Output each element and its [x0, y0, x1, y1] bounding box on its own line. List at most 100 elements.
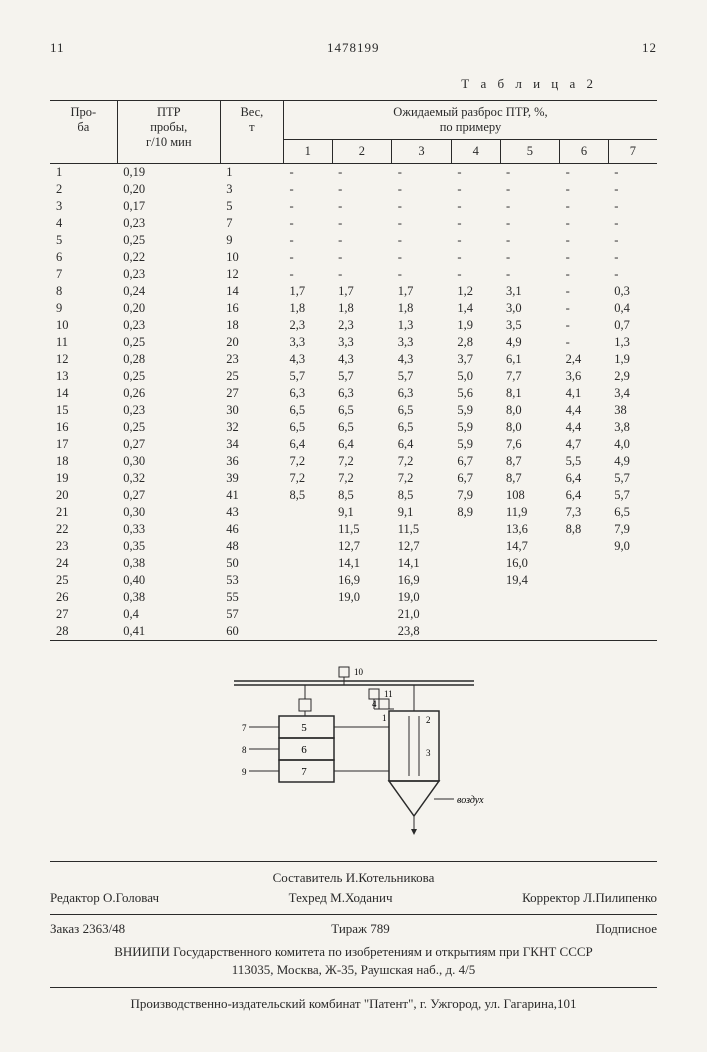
table-cell: -: [500, 215, 560, 232]
table-cell: [451, 623, 500, 641]
subcol-5: 5: [500, 140, 560, 164]
table-cell: -: [451, 232, 500, 249]
table-cell: [451, 572, 500, 589]
table-cell: -: [392, 198, 452, 215]
table-row: 30,175-------: [50, 198, 657, 215]
table-cell: 0,22: [117, 249, 220, 266]
table-cell: 8,0: [500, 402, 560, 419]
table-cell: 11,5: [392, 521, 452, 538]
table-cell: 0,25: [117, 419, 220, 436]
subcol-7: 7: [608, 140, 657, 164]
table-cell: 1,9: [608, 351, 657, 368]
table-cell: -: [608, 266, 657, 283]
table-cell: [451, 521, 500, 538]
table-cell: 4,3: [392, 351, 452, 368]
table-cell: 0,28: [117, 351, 220, 368]
table-row: 150,23306,56,56,55,98,04,438: [50, 402, 657, 419]
table-cell: 7,7: [500, 368, 560, 385]
table-cell: 14: [220, 283, 283, 300]
table-cell: 8,1: [500, 385, 560, 402]
table-cell: 23: [220, 351, 283, 368]
table-cell: 6,5: [332, 419, 392, 436]
table-cell: [608, 589, 657, 606]
table-cell: 0,26: [117, 385, 220, 402]
patent-number: 1478199: [327, 40, 380, 56]
table-cell: 16,0: [500, 555, 560, 572]
table-row: 200,27418,58,58,57,91086,45,7: [50, 487, 657, 504]
table-cell: 26: [50, 589, 117, 606]
table-cell: 5: [50, 232, 117, 249]
table-cell: 0,24: [117, 283, 220, 300]
table-cell: 23,8: [392, 623, 452, 641]
table-cell: 5,7: [332, 368, 392, 385]
table-cell: 0,35: [117, 538, 220, 555]
table-cell: 0,19: [117, 164, 220, 182]
table-cell: 5,5: [560, 453, 609, 470]
table-cell: 6,5: [608, 504, 657, 521]
table-cell: 7,3: [560, 504, 609, 521]
table-cell: 7,2: [283, 470, 332, 487]
table-cell: [608, 623, 657, 641]
table-cell: 50: [220, 555, 283, 572]
table-cell: -: [451, 198, 500, 215]
table-row: 110,25203,33,33,32,84,9-1,3: [50, 334, 657, 351]
table-cell: 7,9: [451, 487, 500, 504]
table-title: Т а б л и ц а 2: [50, 76, 657, 92]
table-cell: 5,7: [608, 487, 657, 504]
table-cell: 3,3: [283, 334, 332, 351]
table-cell: -: [560, 283, 609, 300]
table-cell: 19,0: [332, 589, 392, 606]
table-cell: -: [560, 266, 609, 283]
col-ptr: ПТРпробы,г/10 мин: [117, 101, 220, 164]
table-cell: 57: [220, 606, 283, 623]
tech: Техред М.Ходанич: [289, 890, 393, 906]
table-cell: 27: [220, 385, 283, 402]
table-cell: 8: [50, 283, 117, 300]
table-row: 190,32397,27,27,26,78,76,45,7: [50, 470, 657, 487]
page-num-left: 11: [50, 40, 65, 56]
table-cell: 0,40: [117, 572, 220, 589]
table-cell: 8,5: [392, 487, 452, 504]
table-cell: 7,2: [332, 470, 392, 487]
table-cell: 5,0: [451, 368, 500, 385]
table-cell: -: [332, 249, 392, 266]
table-cell: 0,3: [608, 283, 657, 300]
table-cell: 1,7: [392, 283, 452, 300]
table-cell: 1,2: [451, 283, 500, 300]
table-cell: -: [283, 249, 332, 266]
col-spread: Ожидаемый разброс ПТР, %,по примеру: [283, 101, 657, 140]
table-cell: 6,7: [451, 453, 500, 470]
table-cell: 5,9: [451, 419, 500, 436]
table-cell: -: [500, 249, 560, 266]
table-cell: [283, 555, 332, 572]
table-cell: [451, 538, 500, 555]
table-cell: 0,41: [117, 623, 220, 641]
svg-text:воздух: воздух: [457, 795, 484, 806]
table-cell: 36: [220, 453, 283, 470]
table-cell: 25: [50, 572, 117, 589]
table-cell: 12,7: [332, 538, 392, 555]
table-cell: 3,5: [500, 317, 560, 334]
table-cell: 1,7: [332, 283, 392, 300]
order-row: Заказ 2363/48 Тираж 789 Подписное: [50, 915, 657, 943]
podpisnoe: Подписное: [596, 921, 657, 937]
table-cell: 7,2: [392, 453, 452, 470]
table-cell: -: [500, 181, 560, 198]
table-cell: -: [608, 215, 657, 232]
table-cell: 55: [220, 589, 283, 606]
table-cell: 6,3: [392, 385, 452, 402]
table-cell: 11: [50, 334, 117, 351]
table-cell: [500, 606, 560, 623]
table-cell: -: [392, 164, 452, 182]
table-cell: -: [500, 198, 560, 215]
table-cell: 6,5: [283, 419, 332, 436]
table-cell: [283, 589, 332, 606]
table-cell: 13,6: [500, 521, 560, 538]
table-cell: 0,4: [117, 606, 220, 623]
table-cell: 17: [50, 436, 117, 453]
table-cell: 32: [220, 419, 283, 436]
table-cell: -: [451, 215, 500, 232]
table-cell: 0,25: [117, 334, 220, 351]
table-cell: [451, 606, 500, 623]
table-cell: [332, 606, 392, 623]
